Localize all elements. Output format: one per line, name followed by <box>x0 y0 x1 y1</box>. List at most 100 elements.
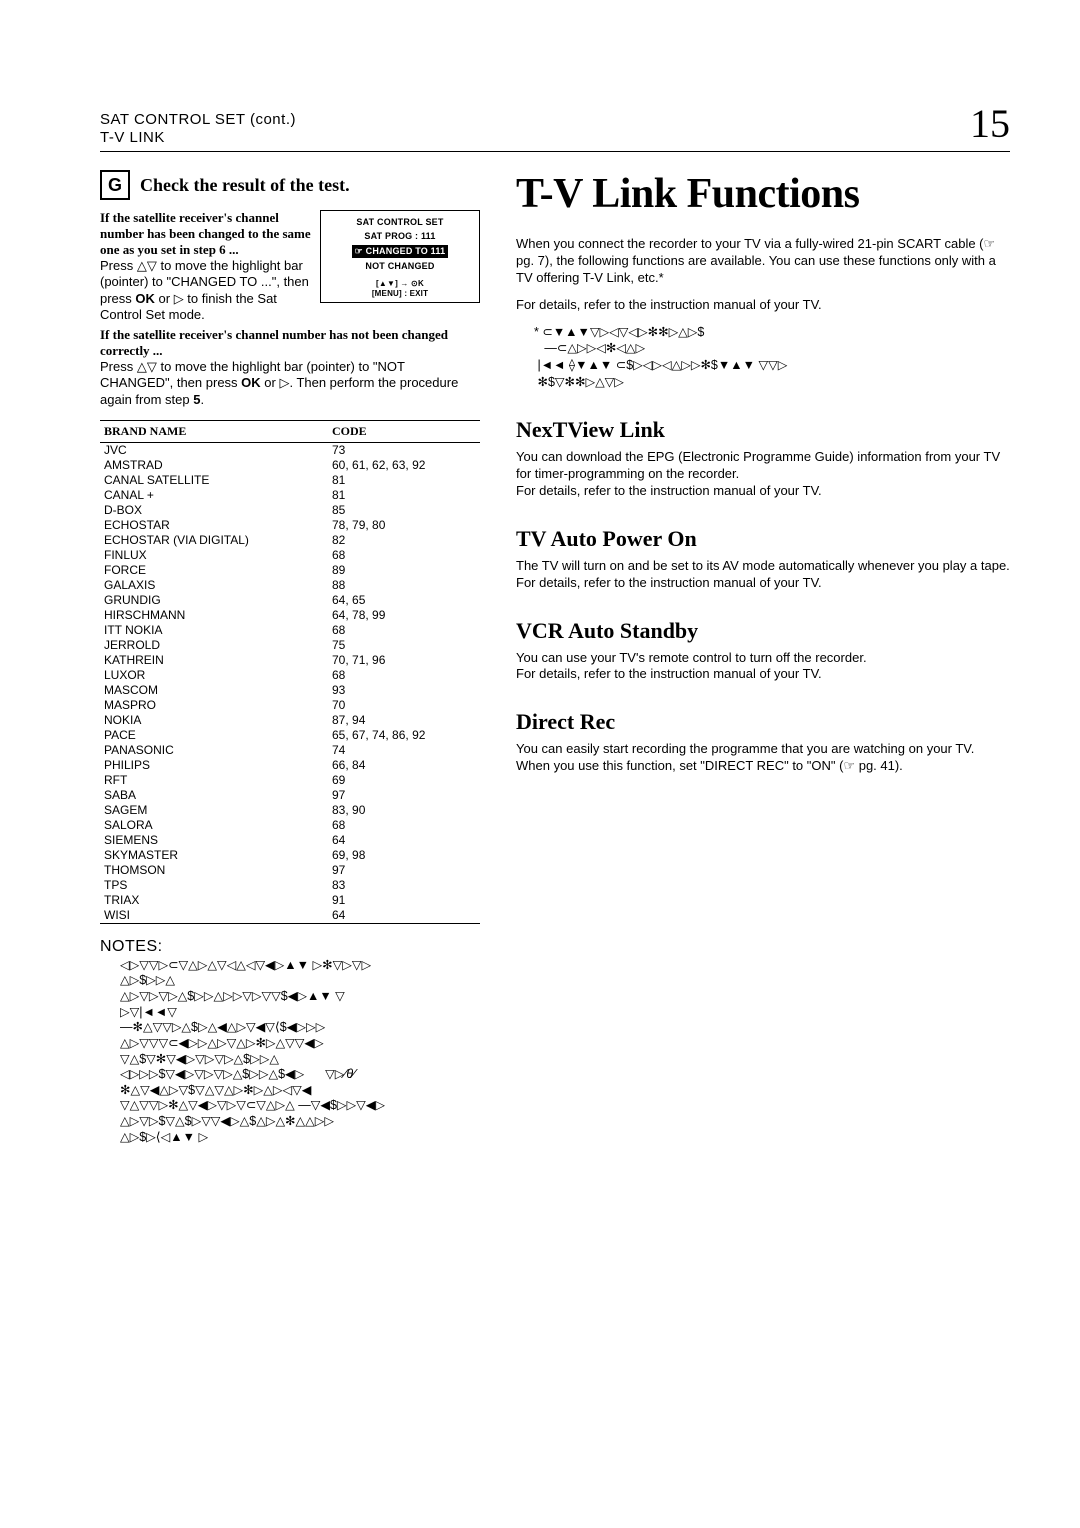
step-heading: G Check the result of the test. <box>100 170 480 200</box>
code-cell: 81 <box>328 488 480 503</box>
code-cell: 65, 67, 74, 86, 92 <box>328 728 480 743</box>
brand-cell: ITT NOKIA <box>100 623 328 638</box>
feature-title: Direct Rec <box>516 709 1010 735</box>
section-line-2: T-V LINK <box>100 129 296 147</box>
brand-cell: GRUNDIG <box>100 593 328 608</box>
table-row: HIRSCHMANN64, 78, 99 <box>100 608 480 623</box>
brand-cell: GALAXIS <box>100 578 328 593</box>
main-title: T-V Link Functions <box>516 170 1010 218</box>
table-row: JVC73 <box>100 442 480 458</box>
code-cell: 91 <box>328 893 480 908</box>
paragraph-not-changed: Press △▽ to move the highlight bar (poin… <box>100 359 480 408</box>
osd-legend: [▲▼] → ⊙K [MENU] : EXIT <box>327 279 473 298</box>
osd-legend-2: [MENU] : EXIT <box>327 289 473 299</box>
code-cell: 83 <box>328 878 480 893</box>
code-cell: 66, 84 <box>328 758 480 773</box>
section-line-1: SAT CONTROL SET (cont.) <box>100 111 296 129</box>
code-cell: 60, 61, 62, 63, 92 <box>328 458 480 473</box>
feature-title: TV Auto Power On <box>516 526 1010 552</box>
table-row: SALORA68 <box>100 818 480 833</box>
tv-compat-list: * ⊂▼▲▼▽▷◁▽◁▷✻✻▷△▷$ —⊂△▷▷◁✻◁△▷ |◄◄ ⟠▼▲▼ ⊂… <box>516 324 1010 392</box>
code-cell: 64 <box>328 908 480 924</box>
brand-cell: JVC <box>100 442 328 458</box>
brand-cell: JERROLD <box>100 638 328 653</box>
feature-title: NexTView Link <box>516 417 1010 443</box>
table-row: GALAXIS88 <box>100 578 480 593</box>
brand-code-table: BRAND NAME CODE JVC73AMSTRAD60, 61, 62, … <box>100 420 480 924</box>
code-cell: 68 <box>328 818 480 833</box>
brand-cell: FORCE <box>100 563 328 578</box>
intro-paragraph-2: For details, refer to the instruction ma… <box>516 297 1010 314</box>
brand-cell: HIRSCHMANN <box>100 608 328 623</box>
code-cell: 93 <box>328 683 480 698</box>
code-cell: 97 <box>328 863 480 878</box>
osd-legend-1: [▲▼] → ⊙K <box>327 279 473 289</box>
table-row: SAGEM83, 90 <box>100 803 480 818</box>
osd-not-changed: NOT CHANGED <box>327 261 473 271</box>
table-row: LUXOR68 <box>100 668 480 683</box>
code-cell: 85 <box>328 503 480 518</box>
notes-heading: NOTES: <box>100 938 480 956</box>
table-row: SKYMASTER69, 98 <box>100 848 480 863</box>
step-badge: G <box>100 170 130 200</box>
brand-cell: LUXOR <box>100 668 328 683</box>
code-cell: 78, 79, 80 <box>328 518 480 533</box>
brand-cell: WISI <box>100 908 328 924</box>
code-cell: 74 <box>328 743 480 758</box>
table-row: AMSTRAD60, 61, 62, 63, 92 <box>100 458 480 473</box>
code-cell: 68 <box>328 668 480 683</box>
code-cell: 83, 90 <box>328 803 480 818</box>
code-cell: 68 <box>328 548 480 563</box>
code-cell: 70, 71, 96 <box>328 653 480 668</box>
feature-body: You can easily start recording the progr… <box>516 741 1010 775</box>
table-row: ITT NOKIA68 <box>100 623 480 638</box>
brand-cell: PHILIPS <box>100 758 328 773</box>
brand-cell: PACE <box>100 728 328 743</box>
osd-screenshot: SAT CONTROL SET SAT PROG : 111 ☞ CHANGED… <box>320 210 480 303</box>
table-row: CANAL SATELLITE81 <box>100 473 480 488</box>
brand-cell: ECHOSTAR <box>100 518 328 533</box>
table-row: MASPRO70 <box>100 698 480 713</box>
table-row: PACE65, 67, 74, 86, 92 <box>100 728 480 743</box>
brand-cell: CANAL SATELLITE <box>100 473 328 488</box>
feature-title: VCR Auto Standby <box>516 618 1010 644</box>
section-title: SAT CONTROL SET (cont.) T-V LINK <box>100 111 296 147</box>
brand-cell: SIEMENS <box>100 833 328 848</box>
table-row: PANASONIC74 <box>100 743 480 758</box>
brand-cell: TRIAX <box>100 893 328 908</box>
osd-title: SAT CONTROL SET <box>327 217 473 227</box>
brand-cell: CANAL + <box>100 488 328 503</box>
feature-body: The TV will turn on and be set to its AV… <box>516 558 1010 592</box>
code-cell: 64, 78, 99 <box>328 608 480 623</box>
code-cell: 64 <box>328 833 480 848</box>
table-row: THOMSON97 <box>100 863 480 878</box>
code-cell: 70 <box>328 698 480 713</box>
table-row: PHILIPS66, 84 <box>100 758 480 773</box>
table-row: SABA97 <box>100 788 480 803</box>
table-header-code: CODE <box>328 420 480 442</box>
table-row: GRUNDIG64, 65 <box>100 593 480 608</box>
table-row: JERROLD75 <box>100 638 480 653</box>
osd-prog: SAT PROG : 111 <box>327 231 473 241</box>
code-cell: 73 <box>328 442 480 458</box>
table-row: TRIAX91 <box>100 893 480 908</box>
brand-cell: NOKIA <box>100 713 328 728</box>
subhead-not-changed: If the satellite receiver's channel numb… <box>100 327 480 359</box>
table-header-brand: BRAND NAME <box>100 420 328 442</box>
page-header: SAT CONTROL SET (cont.) T-V LINK 15 <box>100 100 1010 152</box>
code-cell: 89 <box>328 563 480 578</box>
table-row: SIEMENS64 <box>100 833 480 848</box>
code-cell: 68 <box>328 623 480 638</box>
brand-cell: MASPRO <box>100 698 328 713</box>
brand-cell: SALORA <box>100 818 328 833</box>
brand-cell: TPS <box>100 878 328 893</box>
table-row: KATHREIN70, 71, 96 <box>100 653 480 668</box>
code-cell: 87, 94 <box>328 713 480 728</box>
code-cell: 69, 98 <box>328 848 480 863</box>
brand-cell: SAGEM <box>100 803 328 818</box>
table-row: WISI64 <box>100 908 480 924</box>
feature-body: You can use your TV's remote control to … <box>516 650 1010 684</box>
code-cell: 97 <box>328 788 480 803</box>
osd-changed-highlight: ☞ CHANGED TO 111 <box>352 245 449 258</box>
table-row: ECHOSTAR (VIA DIGITAL)82 <box>100 533 480 548</box>
